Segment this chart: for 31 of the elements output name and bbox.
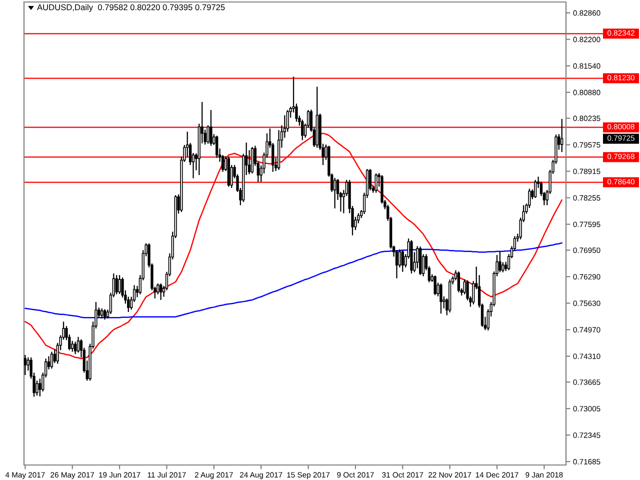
candlestick (24, 354, 27, 376)
candlestick (440, 282, 442, 314)
candlestick (534, 179, 537, 199)
candlestick (36, 380, 38, 396)
candlestick (434, 274, 436, 296)
candlestick (502, 262, 504, 273)
candlestick (333, 177, 336, 209)
candlestick (250, 146, 254, 174)
candlestick (50, 351, 54, 370)
candlestick (74, 341, 77, 355)
candlestick (71, 340, 74, 352)
candlestick (210, 109, 212, 146)
candlestick (374, 172, 378, 194)
candlestick (395, 250, 398, 279)
chart-title: AUDUSD,Daily 0.79582 0.80220 0.79395 0.79725 (37, 4, 225, 12)
candlestick (560, 118, 564, 153)
candlestick (76, 336, 80, 354)
candlestick (103, 308, 106, 320)
candlestick (206, 124, 210, 144)
candlestick (457, 270, 460, 293)
candlestick (118, 274, 121, 294)
candlestick (159, 282, 162, 301)
candlestick (115, 274, 118, 295)
candlestick (216, 135, 218, 158)
candlestick (100, 308, 104, 319)
candlestick (498, 251, 502, 273)
candlestick (38, 378, 42, 397)
candlestick (156, 282, 160, 295)
candlestick (301, 119, 304, 141)
candlestick (463, 278, 466, 295)
candlestick (401, 250, 404, 272)
